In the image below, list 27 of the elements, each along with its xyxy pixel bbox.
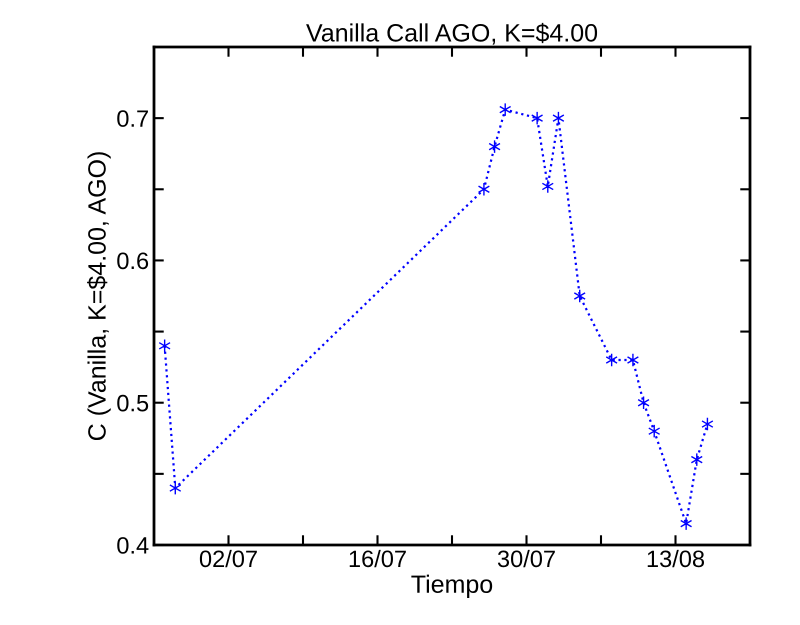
point: [158, 338, 171, 353]
x-tick-label: 30/07: [498, 550, 555, 568]
chart-title: Vanilla Call AGO, K=$4.00: [306, 22, 598, 45]
point: [531, 111, 544, 126]
y-tick-label: 0.4: [117, 537, 148, 554]
x-axis-title: Tiempo: [411, 574, 492, 598]
y-tick-label: 0.6: [117, 252, 148, 270]
point: [637, 396, 650, 410]
x-tick-label: 16/07: [350, 550, 406, 568]
point: [574, 289, 586, 303]
y-tick-label: 0.7: [117, 110, 148, 127]
point: [648, 424, 660, 438]
point: [552, 111, 565, 126]
point: [169, 481, 182, 496]
y-tick-label: 0.5: [117, 394, 148, 412]
x-tick-label: 02/07: [200, 550, 257, 568]
point: [478, 182, 490, 196]
point: [606, 353, 618, 367]
y-axis-title: C (Vanilla, K=$4.00, AGO): [87, 152, 111, 440]
point: [690, 452, 703, 467]
point: [626, 353, 640, 367]
point: [542, 179, 554, 194]
point: [701, 417, 714, 431]
point: [488, 140, 501, 154]
point: [499, 102, 512, 117]
x-tick-label: 13/08: [648, 550, 704, 568]
point: [680, 516, 692, 531]
